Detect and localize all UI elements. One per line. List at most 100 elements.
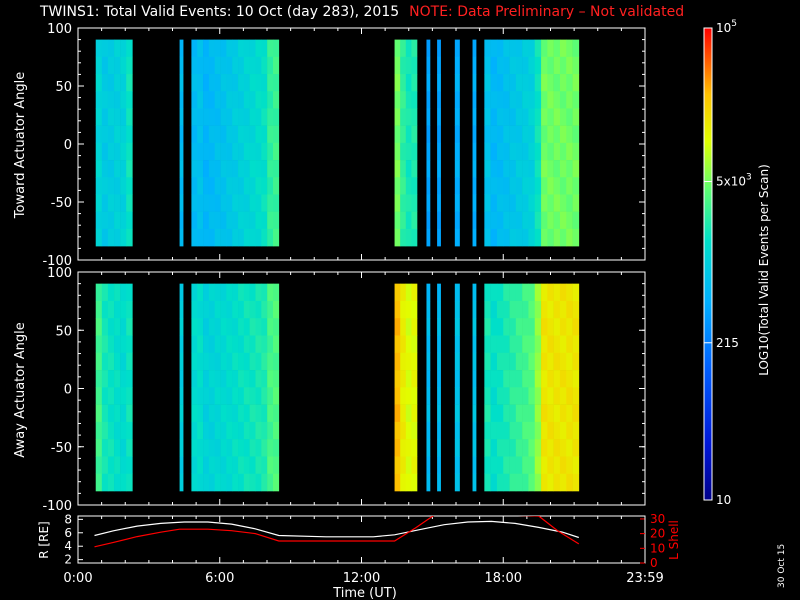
middle-cell [208, 335, 216, 354]
middle-cell [101, 456, 109, 475]
top-cell [107, 39, 115, 58]
top-cell [243, 177, 250, 195]
top-cell [553, 39, 561, 58]
top-cell [496, 142, 504, 161]
top-cell [490, 142, 498, 161]
middle-cell [509, 473, 517, 492]
top-cell [503, 56, 510, 75]
middle-cell [541, 456, 548, 475]
top-cell [232, 142, 239, 161]
top-cell [400, 39, 407, 58]
middle-cell [114, 439, 121, 457]
top-cell [101, 211, 109, 230]
top-cell [107, 211, 115, 230]
middle-cell [267, 370, 274, 388]
top-cell [261, 39, 268, 58]
top-cell [243, 39, 250, 58]
middle-cell [220, 370, 227, 388]
top-segment [484, 39, 542, 247]
middle-cell [394, 352, 401, 371]
middle-cell [101, 300, 109, 319]
top-cell [496, 177, 504, 195]
middle-cell [243, 318, 250, 336]
middle-cell [566, 404, 573, 423]
middle-cell [220, 456, 227, 475]
middle-cell [220, 473, 227, 492]
top-cell [238, 39, 245, 58]
middle-cell [437, 318, 441, 336]
middle-cell [515, 387, 523, 405]
middle-cell [203, 283, 210, 302]
top-cell [454, 56, 460, 75]
top-cell [267, 142, 274, 161]
middle-cell [179, 335, 184, 354]
top-cell [267, 39, 274, 58]
top-cell [261, 91, 268, 109]
middle-cell [566, 456, 573, 475]
middle-cell [559, 352, 567, 371]
middle-cell [559, 300, 567, 319]
middle-cell [454, 456, 460, 475]
top-cell [566, 91, 573, 109]
top-cell [114, 56, 121, 75]
top-cell [400, 211, 407, 230]
top-cell [226, 160, 233, 178]
top-cell [238, 74, 245, 92]
top-cell [566, 108, 573, 126]
middle-cell [400, 387, 407, 405]
middle-cell [208, 370, 216, 388]
middle-cell [496, 421, 504, 440]
middle-cell [484, 300, 491, 319]
middle-cell [197, 318, 204, 336]
middle-cell [528, 352, 536, 371]
middle-cell [208, 421, 216, 440]
middle-cell [114, 352, 121, 371]
middle-cell [394, 370, 401, 388]
top-cell [226, 74, 233, 92]
middle-cell [261, 335, 268, 354]
top-cell [214, 39, 221, 58]
top-cell [547, 108, 554, 126]
middle-cell [553, 300, 561, 319]
bottom-ytick-label-left: 6 [64, 526, 72, 540]
middle-cell [553, 439, 561, 457]
top-cell [534, 108, 542, 126]
top-cell [454, 177, 460, 195]
top-cell [437, 74, 441, 92]
top-cell [267, 56, 274, 75]
top-cell [454, 91, 460, 109]
top-cell [191, 74, 198, 92]
middle-cell [484, 283, 491, 302]
top-cell [249, 142, 256, 161]
top-cell [114, 177, 121, 195]
top-cell [496, 108, 504, 126]
middle-cell [208, 473, 216, 492]
top-cell [411, 228, 418, 247]
top-cell [267, 194, 274, 212]
top-cell [179, 125, 184, 144]
middle-cell [238, 421, 245, 440]
top-cell [522, 160, 529, 178]
top-cell [515, 125, 523, 144]
top-cell [490, 125, 498, 144]
top-cell [522, 108, 529, 126]
middle-cell [238, 370, 245, 388]
top-cell [515, 91, 523, 109]
top-cell [559, 74, 567, 92]
top-cell [553, 160, 561, 178]
top-cell [101, 91, 109, 109]
middle-cell [394, 456, 401, 475]
middle-cell [238, 404, 245, 423]
middle-cell [107, 421, 115, 440]
middle-cell [208, 283, 216, 302]
middle-cell [220, 439, 227, 457]
top-cell [114, 108, 121, 126]
top-cell [405, 228, 412, 247]
top-cell [509, 91, 517, 109]
top-cell [553, 177, 561, 195]
middle-cell [255, 387, 262, 405]
top-cell [101, 39, 109, 58]
middle-cell [522, 456, 529, 475]
middle-cell [101, 335, 109, 354]
